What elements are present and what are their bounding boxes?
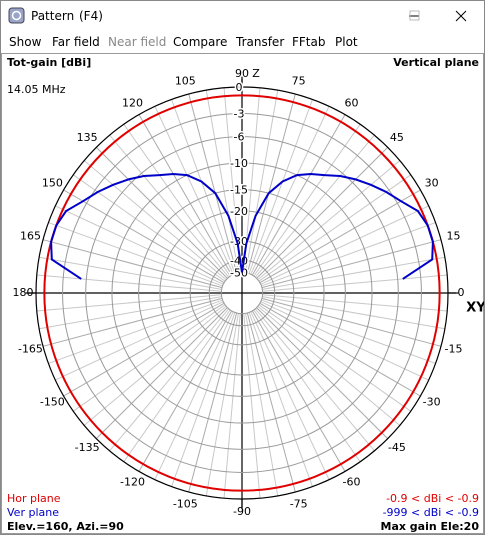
close-button[interactable] — [455, 10, 467, 22]
angle-label: 150 — [42, 177, 63, 190]
grid-ring — [35, 86, 449, 500]
window-controls[interactable] — [334, 1, 484, 31]
r-tick-label: -15 — [230, 184, 248, 197]
frequency-label: 14.05 MHz — [7, 83, 66, 96]
chart-subtitle: Vertical plane — [393, 56, 479, 69]
plot-area: 0153045607590105120135150165180-165-150-… — [1, 53, 484, 534]
spoke — [223, 313, 241, 499]
grid-ring — [85, 136, 399, 450]
angle-label: -135 — [75, 441, 100, 454]
maximize-button[interactable] — [409, 10, 420, 21]
angle-label: -15 — [445, 343, 463, 356]
grid-ring — [208, 259, 276, 327]
legend-label: Hor plane — [7, 492, 61, 505]
hor-plane-circle — [43, 94, 441, 492]
grid-ring — [62, 113, 422, 473]
legend-range: -0.9 < dBi < -0.9 — [386, 492, 479, 505]
menu-item[interactable]: Compare — [173, 35, 228, 49]
spoke — [123, 309, 231, 463]
grid-ring — [189, 240, 295, 346]
grid-ring — [159, 210, 325, 376]
angle-label: -60 — [343, 476, 361, 489]
menu-item[interactable]: Near field — [108, 35, 167, 49]
spoke — [123, 123, 231, 277]
angle-label: -165 — [18, 343, 43, 356]
angle-label: 90 — [235, 67, 249, 80]
menu-item[interactable]: Show — [9, 35, 42, 49]
r-tick-label: -6 — [234, 131, 245, 144]
angle-label: 45 — [390, 131, 404, 144]
angle-label: 30 — [425, 177, 439, 190]
menu-item[interactable]: Far field — [52, 35, 100, 49]
angle-label: 120 — [122, 96, 143, 109]
menu-item[interactable]: Plot — [335, 35, 358, 49]
menu-bar: Show Far field Near field Compare Transfer FF… — [1, 31, 484, 53]
spoke — [72, 304, 226, 412]
r-tick-label: -3 — [234, 108, 245, 121]
angle-label: -75 — [290, 498, 308, 511]
menu-item[interactable]: Transfer — [236, 35, 285, 49]
spoke — [262, 274, 448, 292]
angle-label: 165 — [20, 229, 41, 242]
footer-left: Elev.=160, Azi.=90 — [7, 520, 124, 533]
angle-label: 180 — [13, 286, 34, 299]
angle-label: -30 — [423, 396, 441, 409]
r-tick-label: -30 — [230, 235, 248, 248]
angle-label: -45 — [388, 441, 406, 454]
legend-label: Ver plane — [7, 506, 59, 519]
angle-label: 105 — [175, 74, 196, 87]
grid-ring — [138, 189, 346, 397]
spoke — [243, 313, 261, 499]
angle-label: 0 — [458, 286, 465, 299]
footer-right: Max gain Ele:20 — [381, 520, 480, 533]
axis-label: Z — [252, 67, 260, 80]
chart-title: Tot-gain [dBi] — [7, 56, 91, 69]
spoke — [253, 123, 361, 277]
angle-label: -150 — [40, 396, 65, 409]
angle-label: 75 — [292, 74, 306, 87]
legend-range: -999 < dBi < -0.9 — [383, 506, 479, 519]
plot-border — [1, 53, 484, 534]
angle-label: -120 — [120, 476, 145, 489]
spoke — [258, 174, 412, 282]
spoke — [262, 294, 448, 312]
spoke — [253, 309, 361, 463]
grid-ring — [111, 162, 373, 424]
title-bar: Pattern (F4) — [1, 1, 484, 31]
window-shortcut: (F4) — [79, 9, 103, 23]
spoke — [258, 304, 412, 412]
r-tick-label: -20 — [230, 205, 248, 218]
axis-label: XY — [466, 301, 484, 316]
r-tick-label: -10 — [230, 157, 248, 170]
angle-label: -90 — [233, 505, 251, 518]
window-title: Pattern — [31, 9, 75, 23]
spoke — [72, 174, 226, 282]
angle-label: -105 — [173, 498, 198, 511]
menu-item[interactable]: FFtab — [292, 35, 326, 49]
angle-label: 135 — [77, 131, 98, 144]
spoke — [36, 274, 222, 292]
r-tick-label: 0 — [236, 81, 243, 94]
app-icon — [8, 7, 25, 24]
pattern-line — [50, 172, 434, 280]
angle-label: 15 — [447, 229, 461, 242]
angle-label: 60 — [345, 96, 359, 109]
r-tick-label: -50 — [230, 266, 248, 279]
spoke — [36, 294, 222, 312]
